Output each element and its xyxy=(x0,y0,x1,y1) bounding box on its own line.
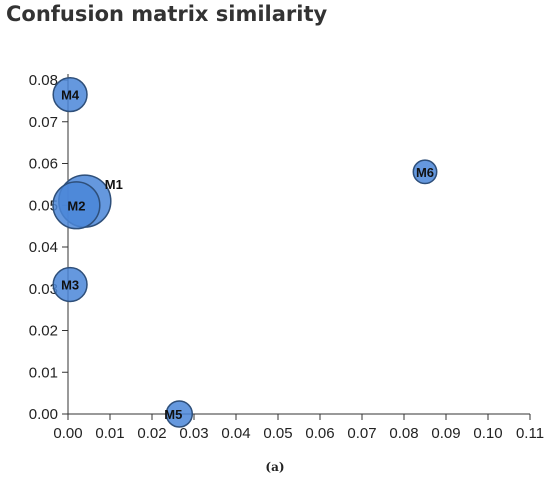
point-label-m1: M1 xyxy=(105,177,123,192)
data-point-m6 xyxy=(412,159,438,185)
x-tick-label: 0.08 xyxy=(389,425,418,442)
point-label-m5: M5 xyxy=(164,407,182,422)
x-tick-label: 0.09 xyxy=(431,425,460,442)
x-tick-label: 0.02 xyxy=(137,425,166,442)
y-tick-label: 0.05 xyxy=(29,197,58,214)
y-tick-label: 0.01 xyxy=(29,364,58,381)
point-label-m2: M2 xyxy=(67,198,85,213)
x-tick-label: 0.07 xyxy=(347,425,376,442)
point-label-m6: M6 xyxy=(416,165,434,180)
data-point-m5 xyxy=(165,400,194,428)
x-tick-label: 0.01 xyxy=(95,425,124,442)
x-tick-label: 0.11 xyxy=(516,425,544,442)
figure-caption: (a) xyxy=(265,460,285,474)
x-tick-label: 0.10 xyxy=(473,425,502,442)
y-tick-label: 0.03 xyxy=(29,281,58,298)
y-tick-label: 0.08 xyxy=(29,72,58,89)
point-label-m3: M3 xyxy=(61,278,79,293)
y-tick-label: 0.02 xyxy=(29,323,58,340)
x-tick-label: 0.05 xyxy=(263,425,292,442)
x-tick-label: 0.03 xyxy=(179,425,208,442)
y-tick-label: 0.07 xyxy=(29,114,58,131)
x-tick-label: 0.00 xyxy=(53,425,82,442)
y-tick-label: 0.04 xyxy=(29,239,58,256)
chart-title: Confusion matrix similarity xyxy=(6,2,328,26)
data-point-m2 xyxy=(52,181,101,230)
y-tick-label: 0.00 xyxy=(29,406,58,423)
point-label-m4: M4 xyxy=(61,88,80,103)
data-point-m3 xyxy=(52,266,88,303)
x-tick-label: 0.04 xyxy=(221,425,250,442)
x-tick-label: 0.06 xyxy=(305,425,334,442)
y-tick-label: 0.06 xyxy=(29,156,58,173)
data-point-m4 xyxy=(52,76,88,113)
